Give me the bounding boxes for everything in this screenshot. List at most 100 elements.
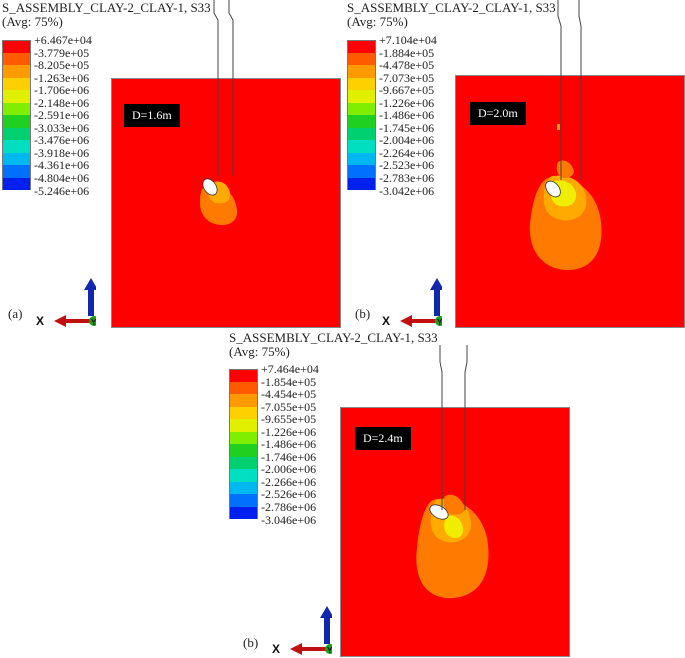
pile-shaft-outline (439, 345, 443, 510)
panel-a-legend: +6.467e+04 -3.779e+05 -8.205e+05 -1.263e… (2, 34, 92, 202)
panel-a-axis-triad: Z X Y (36, 278, 96, 328)
y-axis-marker (89, 316, 96, 326)
pile-tip-ellipse (202, 178, 218, 196)
legend-swatch (229, 444, 258, 457)
legend-value: -3.918e+06 (34, 145, 90, 160)
axis-x-label: X (272, 642, 280, 656)
legend-value: -1.746e+06 (261, 449, 317, 464)
legend-row: -1.746e+06 (229, 451, 319, 469)
panel-b-title-line2: (Avg: 75%) (347, 14, 408, 29)
legend-row: -3.033e+06 (2, 122, 92, 140)
legend-swatch (229, 369, 258, 382)
legend-swatch (229, 406, 258, 419)
legend-value: -1.884e+05 (379, 45, 435, 60)
pile-shaft-outline (464, 345, 468, 510)
legend-value: -1.486e+06 (379, 108, 435, 123)
pile-tip-ellipse (545, 180, 561, 198)
pile-shaft-outline (578, 0, 582, 180)
z-axis-arrow (320, 606, 332, 644)
legend-swatch (2, 102, 31, 115)
legend-swatch (347, 127, 376, 140)
legend-value: -4.804e+06 (34, 170, 90, 185)
legend-row: -3.918e+06 (2, 147, 92, 165)
legend-swatch (2, 52, 31, 65)
panel-c-contour-field (340, 407, 570, 657)
z-axis-arrow (430, 278, 442, 316)
legend-value: -3.046e+06 (261, 513, 317, 527)
legend-swatch (229, 494, 258, 507)
axis-x-label: X (382, 314, 390, 328)
legend-swatch (229, 481, 258, 494)
legend-row: -7.055e+05 (229, 401, 319, 419)
legend-value: -9.667e+05 (379, 83, 435, 98)
panel-b-contour-svg (529, 124, 602, 270)
panel-b-title-line1: S_ASSEMBLY_CLAY-2_CLAY-1, S33 (347, 0, 556, 15)
panel-c-title: S_ASSEMBLY_CLAY-2_CLAY-1, S33 (Avg: 75%) (229, 331, 438, 359)
legend-row: -1.226e+06 (347, 97, 437, 115)
legend-row: -7.073e+05 (347, 72, 437, 90)
legend-row: -2.786e+06 (229, 501, 319, 519)
panel-a-title: S_ASSEMBLY_CLAY-2_CLAY-1, S33 (Avg: 75%) (2, 1, 211, 29)
legend-row: -1.263e+06 (2, 72, 92, 90)
legend-row: -4.478e+05 (347, 59, 437, 78)
z-axis-arrow (84, 278, 96, 316)
legend-value: -2.783e+06 (379, 170, 435, 185)
legend-row: -3.779e+05 (2, 47, 92, 65)
legend-swatch (229, 419, 258, 432)
legend-swatch (2, 127, 31, 140)
axis-y-label: Y (437, 318, 442, 327)
legend-swatch (347, 65, 376, 78)
pile-shaft-outline (557, 0, 562, 180)
panel-c-axis-triad: Z X Y (272, 606, 332, 656)
axis-x-label: X (36, 314, 44, 328)
legend-row: -3.476e+06 (2, 134, 92, 153)
y-axis-marker (435, 316, 442, 326)
legend-value: -1.263e+06 (34, 70, 90, 85)
legend-value: -7.073e+05 (379, 70, 435, 85)
x-axis-arrow (400, 315, 438, 327)
shaft-stress-mark (557, 124, 560, 130)
legend-row: -2.591e+06 (2, 109, 92, 128)
legend-row: +7.464e+04 (229, 363, 319, 382)
legend-row: -2.264e+06 (347, 147, 437, 165)
axis-y-label: Y (91, 318, 96, 327)
legend-row: -9.667e+05 (347, 84, 437, 103)
legend-value: -1.226e+06 (261, 424, 317, 439)
yellow-stress-zone (444, 515, 463, 538)
legend-value: -2.786e+06 (261, 499, 317, 514)
panel-c-diameter-tag: D=2.4m (355, 427, 411, 450)
panel-a-title-line2: (Avg: 75%) (2, 14, 63, 29)
legend-row: -1.486e+06 (229, 438, 319, 457)
legend-value: +6.467e+04 (34, 33, 92, 48)
legend-swatch (347, 40, 376, 53)
panel-b-label: (b) (355, 306, 371, 321)
legend-swatch (347, 140, 376, 153)
legend-value: -2.264e+06 (379, 145, 435, 160)
legend-swatch (2, 177, 31, 190)
legend-swatch (347, 52, 376, 65)
axis-y-label: Y (327, 646, 332, 655)
legend-value: -2.526e+06 (261, 487, 317, 502)
legend-value: -1.706e+06 (34, 83, 90, 98)
legend-value: -1.486e+06 (261, 437, 317, 452)
legend-swatch (229, 394, 258, 407)
x-axis-arrow (290, 643, 328, 655)
panel-c-title-line2: (Avg: 75%) (229, 344, 290, 359)
legend-value: -3.476e+06 (34, 133, 90, 148)
legend-swatch (347, 102, 376, 115)
legend-row: -2.526e+06 (229, 488, 319, 507)
legend-row: -2.523e+06 (347, 159, 437, 178)
legend-value: -2.006e+06 (261, 462, 317, 477)
legend-swatch (2, 152, 31, 165)
legend-value: -1.226e+06 (379, 95, 435, 110)
legend-row: -4.361e+06 (2, 159, 92, 178)
legend-value: +7.464e+04 (261, 362, 319, 377)
panel-c-contour-svg (416, 494, 489, 599)
legend-row: -1.884e+05 (347, 47, 437, 65)
legend-row: -1.706e+06 (2, 84, 92, 103)
legend-row: -1.745e+06 (347, 122, 437, 140)
legend-value: -4.361e+06 (34, 158, 90, 173)
legend-swatch (2, 115, 31, 128)
